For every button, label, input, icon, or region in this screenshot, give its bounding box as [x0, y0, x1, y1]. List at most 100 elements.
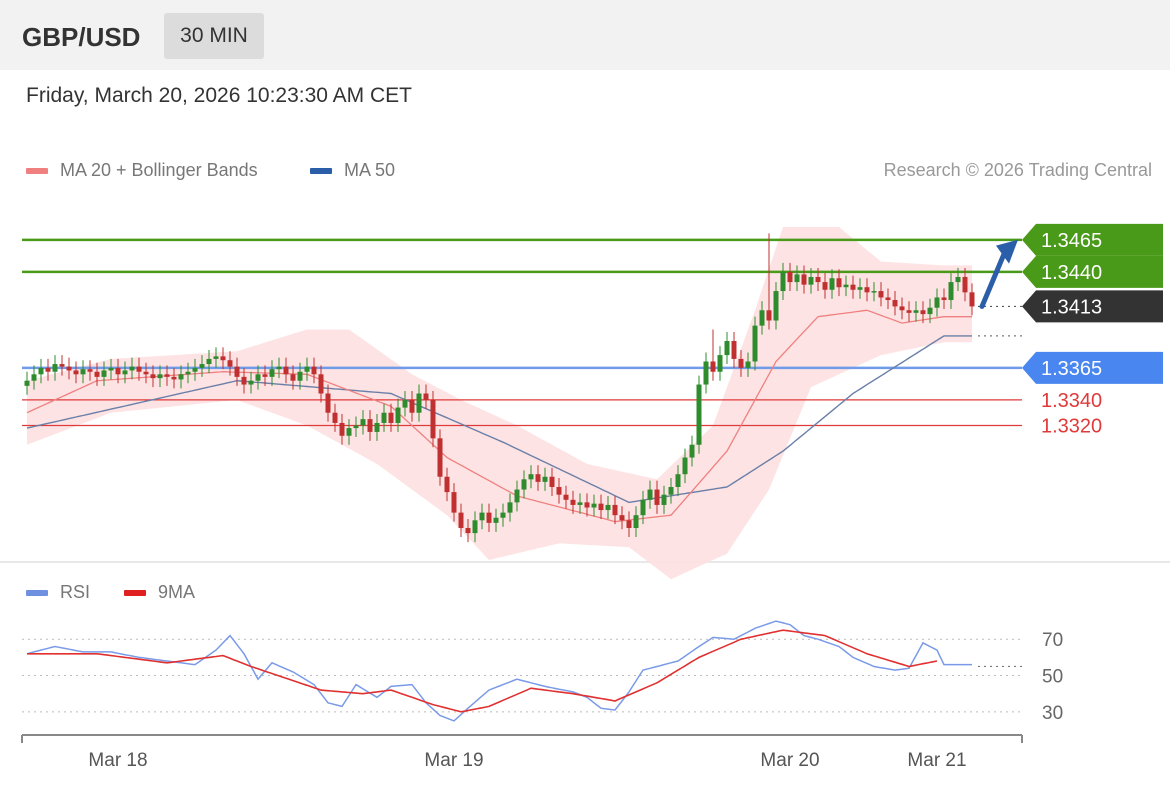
candle-body	[689, 444, 695, 458]
candle-body	[556, 487, 562, 495]
rsi-ma-line	[27, 629, 938, 713]
candle-body	[794, 274, 800, 283]
candle-body	[234, 366, 240, 377]
candle-body	[136, 366, 142, 372]
candle-body	[948, 282, 954, 301]
candle-body	[584, 502, 590, 508]
candle-body	[724, 341, 730, 356]
rsi-tick-label: 70	[1042, 630, 1063, 651]
level-tag	[1022, 290, 1163, 323]
candle-body	[269, 369, 275, 377]
price-panel: 1.3465 1.3440 1.3413 1.3365 1.3340 1.3320	[0, 223, 1170, 580]
forecast-arrow-head	[996, 239, 1018, 264]
candle-body	[493, 517, 499, 523]
level-label: 1.3340	[1041, 390, 1102, 412]
candle-body	[857, 287, 863, 290]
candle-body	[822, 282, 828, 290]
candle-body	[752, 325, 758, 362]
level-tag	[1022, 255, 1163, 288]
candle-body	[108, 367, 114, 371]
candle-body	[836, 278, 842, 288]
candle-body	[955, 276, 961, 283]
candle-body	[605, 504, 611, 511]
candle-body	[808, 276, 814, 285]
forecast-arrow-shaft	[979, 249, 1008, 309]
candle-body	[213, 356, 219, 359]
candle-body	[514, 489, 520, 503]
candle-body	[661, 494, 667, 505]
candle-body	[542, 476, 548, 482]
candle-body	[682, 457, 688, 475]
candle-body	[241, 376, 247, 385]
candle-body	[122, 370, 128, 375]
candle-body	[500, 512, 506, 518]
candle-body	[437, 438, 443, 477]
candle-body	[129, 366, 135, 371]
candle-body	[696, 384, 702, 445]
legend-ma20: MA 20 + Bollinger Bands	[26, 160, 258, 181]
candle-body	[591, 503, 597, 508]
timeframe-badge[interactable]: 30 MIN	[164, 13, 264, 59]
candle-body	[255, 374, 261, 381]
candle-body	[717, 355, 723, 372]
candle-body	[38, 367, 44, 375]
x-tick-label: Mar 20	[760, 750, 819, 771]
candle-body	[87, 369, 93, 372]
legend-rsi-ma: 9MA	[124, 582, 195, 603]
candle-body	[360, 419, 366, 426]
candle-body	[164, 374, 170, 377]
ma20-swatch	[26, 168, 48, 175]
candle-body	[171, 376, 177, 380]
candle-body	[843, 284, 849, 288]
candle-body	[143, 371, 149, 375]
candle-body	[451, 492, 457, 513]
candle-body	[353, 425, 359, 429]
legend-rsi: RSI	[26, 582, 90, 603]
x-tick-label: Mar 18	[88, 750, 147, 771]
level-label: 1.3320	[1041, 416, 1102, 438]
level-tag	[1022, 223, 1163, 256]
candle-body	[374, 422, 380, 432]
candle-body	[346, 428, 352, 436]
rsi-tick-label: 30	[1042, 703, 1063, 724]
ma20-line	[26, 309, 972, 523]
rsi-line	[26, 620, 972, 722]
copyright-notice: Research © 2026 Trading Central	[883, 160, 1152, 180]
candle-body	[94, 371, 100, 377]
candle-body	[423, 393, 429, 400]
candle-body	[206, 358, 212, 365]
candle-body	[192, 367, 198, 372]
candle-body	[31, 374, 37, 381]
legend-ma50: MA 50	[310, 160, 395, 181]
candle-body	[444, 476, 450, 493]
candle-body	[199, 364, 205, 368]
candle-body	[759, 310, 765, 326]
candle-body	[59, 364, 65, 367]
candle-body	[80, 369, 86, 375]
candle-body	[325, 393, 331, 413]
rsi-tick-label: 50	[1042, 667, 1063, 688]
candle-body	[885, 297, 891, 301]
candle-body	[962, 276, 968, 293]
candle-body	[101, 370, 107, 377]
candle-body	[773, 291, 779, 321]
rsi-panel: 30 50 70	[22, 620, 1063, 724]
candle-body	[388, 412, 394, 423]
candle-body	[871, 291, 877, 293]
candle-body	[577, 502, 583, 505]
legend-ma50-label: MA 50	[344, 160, 396, 180]
level-tag-label: 1.3465	[1041, 230, 1102, 252]
candle-body	[675, 474, 681, 487]
candle-body	[598, 503, 604, 511]
rsi-ma-swatch	[124, 590, 146, 597]
candle-body	[220, 356, 226, 361]
candle-body	[430, 399, 436, 439]
candle-body	[731, 341, 737, 359]
level-tag-label: 1.3413	[1041, 296, 1102, 318]
candle-body	[927, 307, 933, 315]
candle-body	[549, 476, 555, 487]
candle-body	[654, 489, 660, 505]
candle-body	[339, 422, 345, 436]
candle-body	[668, 487, 674, 495]
